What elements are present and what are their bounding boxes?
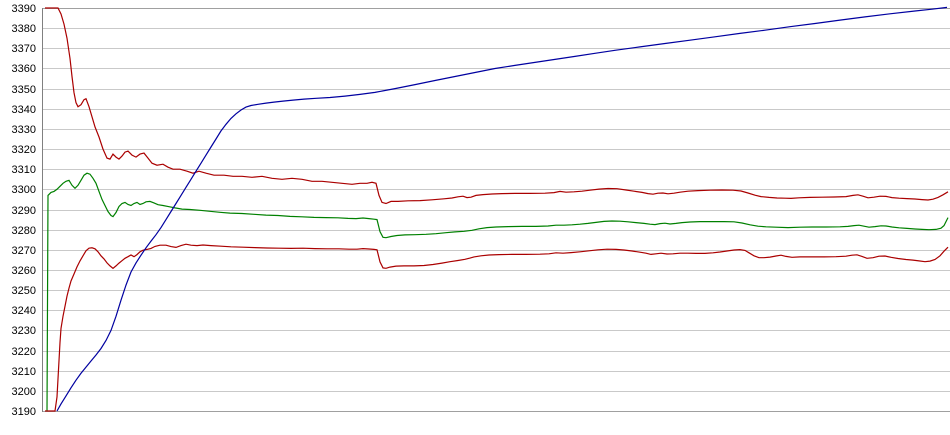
series-lower-band-red-line xyxy=(45,243,949,412)
y-axis-label: 3210 xyxy=(11,365,36,378)
y-axis-label: 3260 xyxy=(11,264,36,277)
y-axis-label: 3340 xyxy=(11,103,36,116)
y-axis-label: 3190 xyxy=(11,406,36,418)
y-axis-label: 3390 xyxy=(11,3,36,15)
y-axis-label: 3240 xyxy=(11,305,36,318)
series-cumulative-blue-line xyxy=(56,6,948,412)
y-axis-label: 3310 xyxy=(11,164,36,177)
y-axis-label: 3360 xyxy=(11,63,36,76)
y-axis-label: 3280 xyxy=(11,224,36,237)
y-axis-label: 3370 xyxy=(11,43,36,56)
y-axis-label: 3330 xyxy=(11,123,36,136)
y-axis-label: 3220 xyxy=(11,345,36,358)
y-axis-label: 3320 xyxy=(11,144,36,157)
y-axis-labels: 3390 3380 3370 3360 3350 3340 3330 3320 3310 3300… xyxy=(0,0,38,435)
y-axis-label: 3270 xyxy=(11,244,36,257)
y-axis-label: 3290 xyxy=(11,204,36,217)
y-axis-label: 3200 xyxy=(11,385,36,398)
y-axis-label: 3230 xyxy=(11,325,36,338)
y-axis-label: 3300 xyxy=(11,184,36,197)
y-axis-label: 3380 xyxy=(11,23,36,36)
series-upper-band-red-line xyxy=(45,7,949,205)
series-middle-green-line xyxy=(46,172,949,412)
y-axis-label: 3250 xyxy=(11,285,36,298)
y-axis-label: 3350 xyxy=(11,83,36,96)
